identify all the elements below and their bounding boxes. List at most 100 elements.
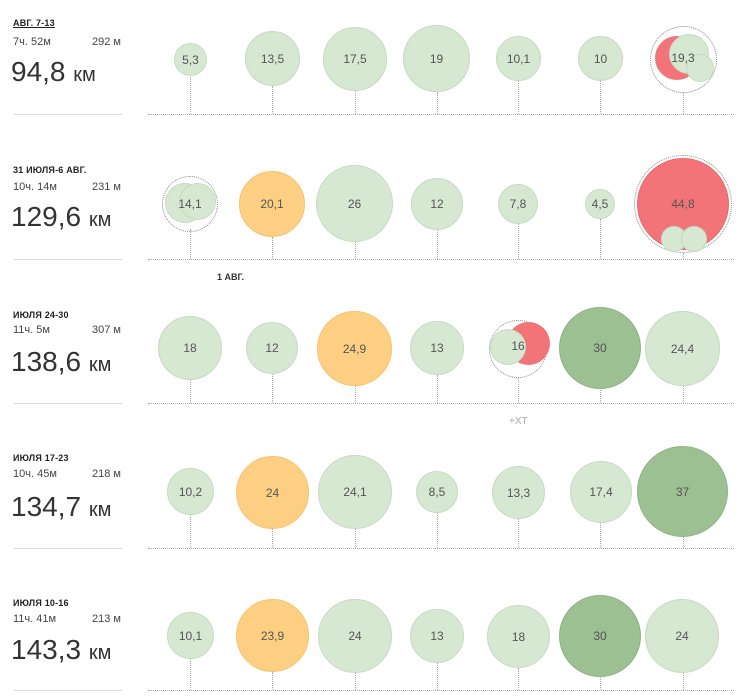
week-baseline [148, 690, 734, 691]
day-stem [683, 385, 684, 403]
day-bubble[interactable]: 5,3 [174, 43, 207, 76]
day-bubble[interactable]: 30 [559, 595, 641, 677]
week-label[interactable]: ИЮЛЯ 17-23 [13, 453, 69, 463]
week-label[interactable]: 31 ИЮЛЯ-6 АВГ. [13, 165, 87, 175]
week-baseline [148, 548, 734, 549]
activity-bubble[interactable] [681, 226, 707, 252]
day-stem [437, 513, 438, 548]
week-elevation: 307 м [92, 324, 121, 336]
day-bubble[interactable]: 24 [236, 456, 309, 529]
week-row: ИЮЛЯ 17-23 10ч. 45м 218 м 134,7 км 10,2 … [0, 435, 755, 565]
week-time: 11ч. 41м [13, 613, 57, 625]
week-row: 31 ИЮЛЯ-6 АВГ. 10ч. 14м 231 м 129,6 км 1… [0, 145, 755, 285]
day-bubble[interactable]: 24,4 [645, 311, 720, 386]
week-label[interactable]: ИЮЛЯ 10-16 [13, 598, 69, 608]
day-bubble[interactable]: 10 [578, 36, 623, 81]
day-bubble[interactable]: 24 [318, 599, 392, 673]
day-bubble[interactable]: 12 [411, 178, 463, 230]
day-stem [683, 253, 684, 259]
week-baseline [148, 259, 734, 260]
week-elevation: 213 м [92, 613, 121, 625]
day-bubble[interactable]: 19 [403, 25, 470, 92]
week-baseline [148, 114, 734, 115]
day-stem [683, 537, 684, 548]
activity-bubble[interactable] [686, 54, 714, 82]
day-bubble[interactable]: 23,9 [236, 599, 309, 672]
day-bubble[interactable]: 24,9 [317, 311, 392, 386]
day-bubble[interactable]: 30 [559, 307, 641, 389]
day-stem [437, 92, 438, 114]
day-stem [600, 677, 601, 690]
day-stem [437, 375, 438, 403]
activity-bubble[interactable] [179, 183, 216, 220]
day-stem [355, 242, 356, 259]
day-stem [683, 93, 684, 114]
week-row: ИЮЛЯ 24-30 11ч. 5м 307 м 138,6 км 18 12 … [0, 290, 755, 430]
day-stem [355, 673, 356, 690]
day-bubble[interactable]: 13,3 [492, 466, 545, 519]
week-elevation: 231 м [92, 181, 121, 193]
day-stem [600, 219, 601, 259]
activity-bubble[interactable] [490, 329, 526, 365]
day-stem [518, 224, 519, 259]
day-stem [272, 672, 273, 690]
week-separator [14, 114, 122, 115]
day-bubble[interactable]: 13,5 [245, 31, 300, 86]
week-distance: 94,8 км [11, 56, 96, 87]
day-stem [190, 515, 191, 548]
week-separator [14, 690, 122, 691]
day-bubble[interactable]: 13 [410, 609, 464, 663]
day-bubble[interactable]: 7,8 [498, 184, 538, 224]
day-stem [355, 529, 356, 548]
week-time: 11ч. 5м [13, 324, 50, 336]
day-bubble[interactable]: 24 [645, 599, 719, 673]
day-bubble[interactable]: 10,1 [496, 36, 541, 81]
day-stem [272, 529, 273, 548]
week-elevation: 218 м [92, 468, 121, 480]
day-stem [272, 237, 273, 259]
day-stem [600, 523, 601, 548]
day-bubble[interactable]: 4,5 [585, 189, 615, 219]
day-stem [355, 385, 356, 403]
multi-activity-ring [162, 176, 218, 232]
day-stem [518, 81, 519, 114]
day-bubble[interactable]: 18 [158, 316, 222, 380]
day-bubble[interactable]: 10,1 [167, 612, 214, 659]
week-row: АВГ. 7-13 7ч. 52м 292 м 94,8 км 5,3 13,5… [0, 0, 755, 130]
week-elevation: 292 м [92, 36, 121, 48]
week-label[interactable]: ИЮЛЯ 24-30 [13, 310, 69, 320]
day-bubble[interactable]: 8,5 [416, 471, 458, 513]
day-bubble[interactable]: 12 [246, 322, 298, 374]
day-value-label: 14,1 [178, 197, 202, 211]
day-stem [272, 374, 273, 403]
day-stem [190, 229, 191, 259]
week-row: ИЮЛЯ 10-16 11ч. 41м 213 м 143,3 км 10,1 … [0, 580, 755, 698]
day-stem [600, 388, 601, 403]
date-note: 1 АВГ. [217, 272, 244, 282]
day-bubble[interactable]: 37 [637, 446, 728, 537]
week-baseline [148, 403, 734, 404]
day-bubble[interactable]: 10,2 [167, 468, 214, 515]
day-stem [518, 668, 519, 690]
day-bubble[interactable]: 24,1 [318, 455, 392, 529]
day-value-label: 19,3 [671, 51, 695, 65]
day-bubble[interactable]: 18 [487, 605, 550, 668]
day-stem [437, 663, 438, 690]
day-bubble[interactable]: 17,5 [323, 27, 387, 91]
week-distance: 143,3 км [11, 634, 112, 665]
day-bubble[interactable]: 13 [410, 321, 464, 375]
day-stem [355, 90, 356, 114]
day-stem [437, 230, 438, 259]
week-separator [14, 403, 122, 404]
day-bubble[interactable]: 20,1 [239, 171, 305, 237]
week-time: 10ч. 14м [13, 181, 57, 193]
day-stem [190, 380, 191, 403]
day-stem [518, 519, 519, 548]
day-stem [600, 81, 601, 114]
week-distance: 129,6 км [11, 201, 112, 232]
day-stem [190, 75, 191, 114]
day-bubble[interactable]: 17,4 [570, 461, 632, 523]
multi-activity-ring [650, 26, 717, 93]
week-label[interactable]: АВГ. 7-13 [13, 18, 55, 28]
day-bubble[interactable]: 26 [316, 165, 393, 242]
